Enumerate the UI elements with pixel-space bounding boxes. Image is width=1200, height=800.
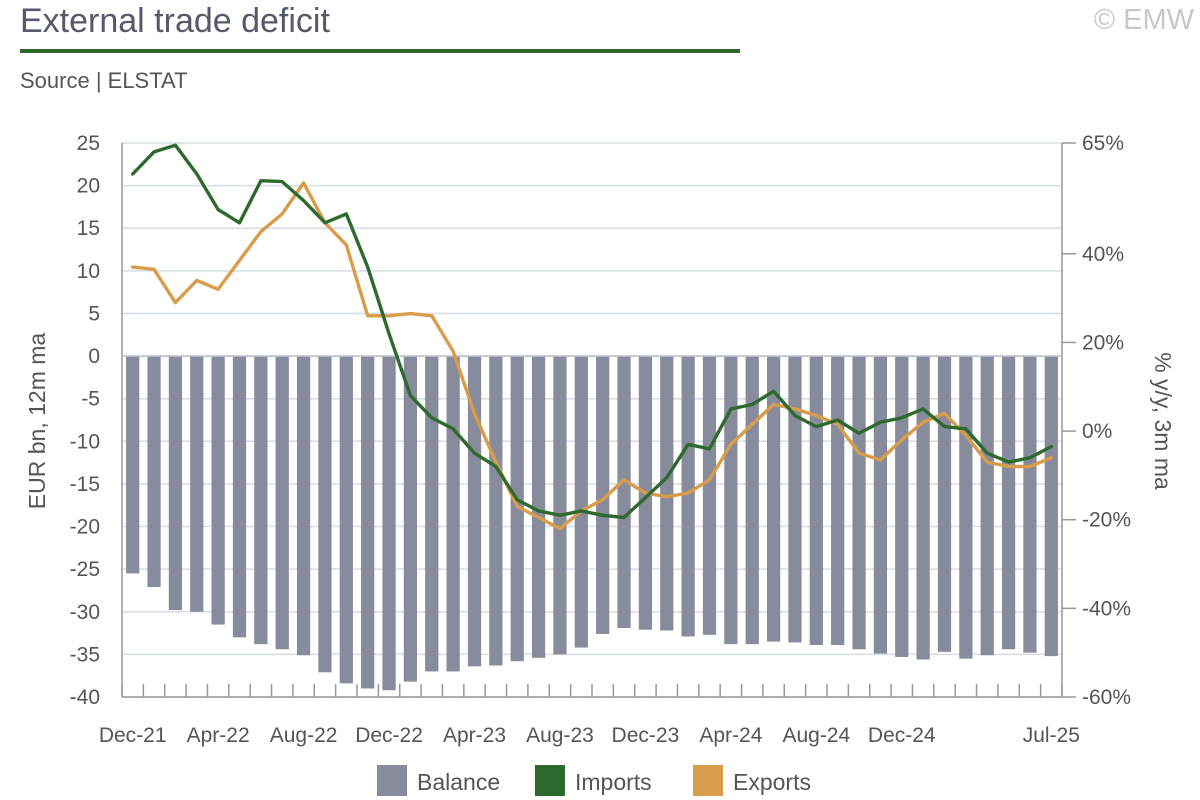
- y-tick-label: -35: [70, 643, 100, 666]
- balance-bar: [254, 356, 268, 645]
- x-tick-label: Dec-22: [355, 724, 423, 747]
- balance-bar: [596, 356, 610, 634]
- balance-bar: [425, 356, 439, 672]
- balance-bar: [980, 356, 994, 656]
- balance-bar: [126, 356, 140, 574]
- balance-bar: [531, 356, 546, 658]
- balance-bar: [1044, 356, 1058, 657]
- legend-label: Exports: [733, 769, 811, 795]
- legend-swatch: [535, 765, 565, 796]
- axes: [121, 142, 1076, 698]
- series-lines: [131, 143, 1053, 531]
- balance-bar: [852, 356, 866, 650]
- y-tick-label: -30: [70, 601, 100, 624]
- title-underline: [20, 49, 740, 53]
- y2-tick-label: 20%: [1082, 331, 1124, 354]
- balance-bar: [681, 356, 695, 637]
- y-tick-label: -5: [81, 388, 100, 411]
- y-tick-label: 5: [88, 302, 100, 325]
- x-tick-label: Aug-22: [270, 724, 338, 747]
- y-tick-label: -25: [70, 558, 100, 581]
- balance-bar: [190, 356, 204, 612]
- balance-bar: [361, 356, 375, 689]
- x-tick-label: Aug-24: [782, 724, 850, 747]
- x-tick-label: Apr-23: [443, 724, 506, 747]
- legend-label: Imports: [575, 769, 652, 795]
- y2-tick-label: -20%: [1082, 509, 1131, 532]
- legend: Balance Imports Exports: [377, 765, 811, 796]
- y-tick-label: 15: [77, 217, 100, 240]
- y-tick-label: -40: [70, 686, 100, 709]
- balance-bar: [510, 356, 524, 662]
- balance-bar: [1001, 356, 1016, 650]
- balance-bar: [937, 356, 952, 652]
- balance-bar: [809, 356, 823, 646]
- balance-bar: [831, 356, 845, 646]
- balance-bar: [382, 356, 396, 691]
- balance-bar: [916, 356, 930, 660]
- legend-swatch: [693, 765, 723, 796]
- balance-bar: [766, 356, 781, 642]
- y2-tick-label: 65%: [1082, 132, 1124, 155]
- balance-bar: [339, 356, 353, 684]
- chart-title: External trade deficit: [20, 2, 330, 40]
- x-tick-label: Apr-24: [699, 724, 762, 747]
- y2-axis-title: % y/y, 3m ma: [1150, 352, 1176, 490]
- y2-tick-label: -60%: [1082, 686, 1131, 709]
- balance-bar: [211, 356, 225, 625]
- x-tick-label: Apr-22: [187, 724, 250, 747]
- balance-bar: [467, 356, 482, 667]
- balance-bars: [126, 356, 1058, 691]
- balance-bar: [873, 356, 888, 654]
- balance-bar: [788, 356, 802, 643]
- y-tick-label: 10: [77, 260, 100, 283]
- y-tick-label: 0: [88, 345, 100, 368]
- y-tick-label: -20: [70, 516, 100, 539]
- y2-tick-label: -40%: [1082, 597, 1131, 620]
- balance-bar: [959, 356, 973, 659]
- balance-bar: [1023, 356, 1037, 653]
- y2-tick-label: 0%: [1082, 420, 1112, 443]
- balance-bar: [489, 356, 503, 666]
- balance-bar: [275, 356, 289, 650]
- x-tick-label: Dec-24: [868, 724, 936, 747]
- balance-bar: [745, 356, 759, 645]
- balance-bar: [296, 356, 311, 656]
- y-axis-title: EUR bn, 12m ma: [24, 333, 50, 510]
- legend-swatch: [377, 765, 407, 796]
- tick-labels: 25 20 15 10 5 0 -5 -10 -15 -20 -25 -30 -35 -40 65% 40% 2…: [70, 132, 1131, 747]
- exports-line: [131, 181, 1053, 531]
- x-tick-label: Aug-23: [526, 724, 594, 747]
- y2-tick-label: 40%: [1082, 243, 1124, 266]
- legend-label: Balance: [417, 769, 500, 795]
- y-tick-label: -15: [70, 473, 100, 496]
- y-tick-label: 25: [77, 132, 100, 155]
- x-tick-label: Dec-23: [612, 724, 680, 747]
- balance-bar: [724, 356, 738, 645]
- balance-bar: [702, 356, 717, 635]
- balance-bar: [895, 356, 909, 657]
- copyright-label: © EMW: [1093, 4, 1194, 36]
- balance-bar: [232, 356, 247, 638]
- x-tick-label: Jul-25: [1023, 724, 1080, 747]
- balance-bar: [617, 356, 631, 628]
- y-tick-label: 20: [77, 175, 100, 198]
- source-label: Source | ELSTAT: [20, 68, 188, 93]
- balance-bar: [446, 356, 460, 672]
- balance-bar: [574, 356, 588, 648]
- balance-bar: [660, 356, 674, 631]
- balance-bar: [403, 356, 418, 682]
- balance-bar: [553, 356, 567, 655]
- balance-bar: [168, 356, 183, 611]
- x-tick-label: Dec-21: [99, 724, 167, 747]
- y-tick-label: -10: [70, 430, 100, 453]
- balance-bar: [147, 356, 161, 588]
- imports-line: [131, 143, 1053, 520]
- balance-bar: [318, 356, 332, 673]
